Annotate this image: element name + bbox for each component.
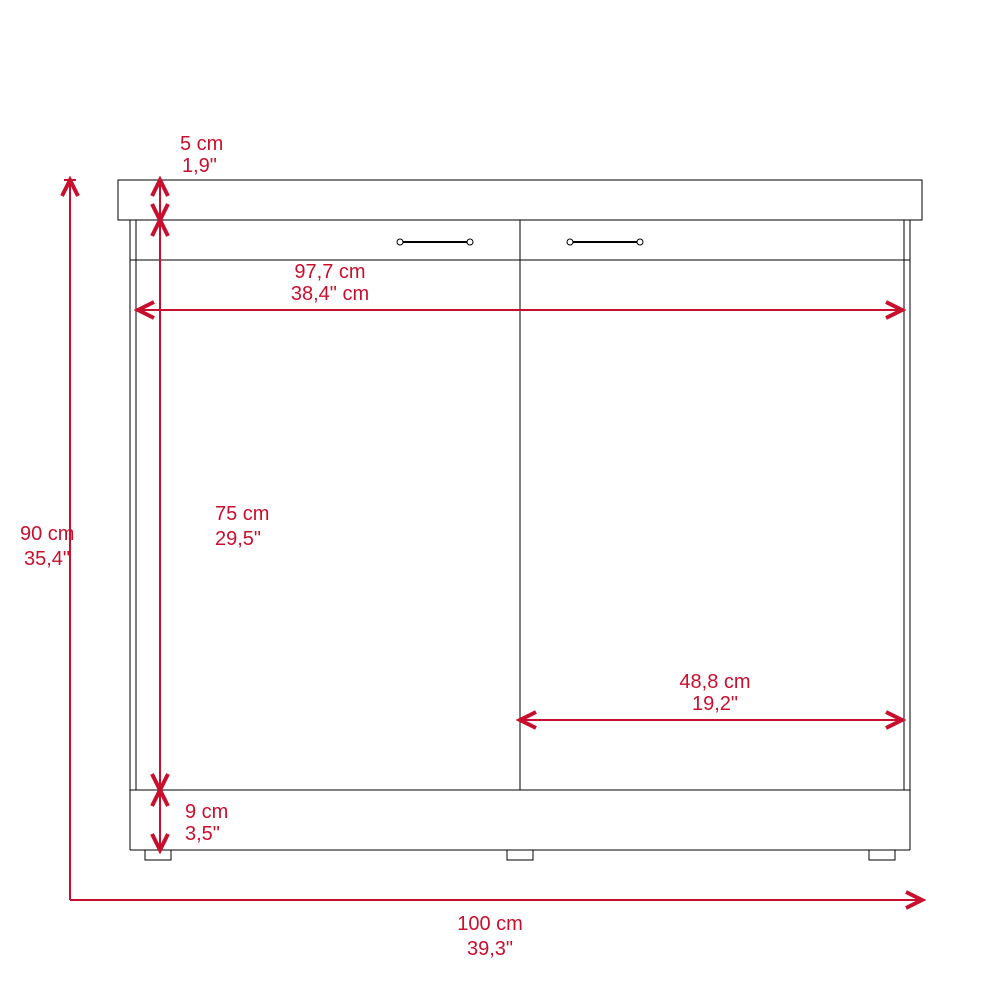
- cabinet-foot: [869, 850, 895, 860]
- inner-width-in: 38,4" cm: [291, 283, 369, 305]
- overall-height-in: 35,4": [24, 548, 70, 570]
- skirting-cm: 9 cm: [185, 801, 228, 823]
- countertop-thickness-in: 1,9": [182, 155, 217, 177]
- door-height-in: 29,5": [215, 528, 261, 550]
- cabinet-foot: [507, 850, 533, 860]
- half-width-cm: 48,8 cm: [679, 671, 750, 693]
- countertop-thickness-cm: 5 cm: [180, 133, 223, 155]
- cabinet-foot: [145, 850, 171, 860]
- half-width-in: 19,2": [692, 693, 738, 715]
- skirting-in: 3,5": [185, 823, 220, 845]
- overall-height-cm: 90 cm: [20, 523, 74, 545]
- overall-width-in: 39,3": [467, 938, 513, 960]
- inner-width-cm: 97,7 cm: [294, 261, 365, 283]
- overall-width-cm: 100 cm: [457, 913, 523, 935]
- door-height-cm: 75 cm: [215, 503, 269, 525]
